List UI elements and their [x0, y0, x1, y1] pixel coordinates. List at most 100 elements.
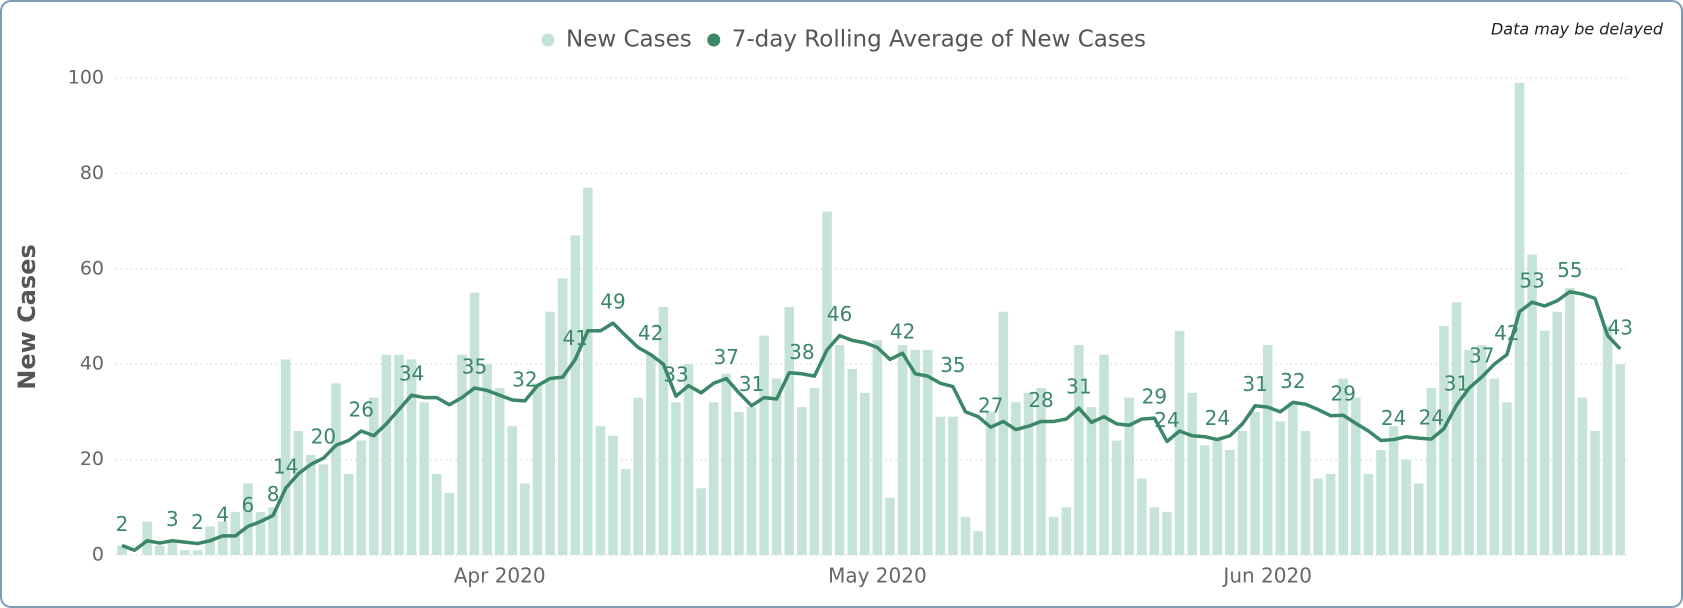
- bar: [797, 407, 807, 555]
- bar: [117, 545, 127, 555]
- bar: [809, 388, 820, 555]
- bar: [1250, 411, 1260, 555]
- bar: [1552, 311, 1563, 555]
- data-label: 41: [563, 326, 588, 350]
- bar: [343, 473, 354, 555]
- bar: [1074, 345, 1084, 555]
- bar: [1476, 345, 1487, 555]
- bar: [1162, 512, 1172, 555]
- y-tick-label: 100: [68, 67, 104, 89]
- y-tick-label: 80: [80, 162, 104, 184]
- x-tick-label: Jun 2020: [1221, 564, 1312, 588]
- bar: [217, 521, 228, 555]
- x-tick-label: Apr 2020: [454, 564, 546, 588]
- bar: [545, 311, 555, 555]
- bar: [1615, 364, 1625, 555]
- bar: [897, 345, 908, 555]
- bar: [645, 354, 656, 555]
- bar: [369, 397, 379, 555]
- data-label: 35: [940, 353, 965, 377]
- bar: [167, 540, 178, 555]
- bar: [847, 368, 857, 555]
- bar: [1023, 392, 1034, 555]
- bar: [633, 397, 643, 555]
- bar: [822, 211, 832, 555]
- data-label: 37: [1469, 344, 1494, 368]
- bar: [406, 359, 417, 555]
- bar: [1413, 483, 1424, 555]
- bar: [268, 507, 278, 555]
- bar: [532, 383, 543, 555]
- bar: [1388, 426, 1399, 555]
- data-label: 53: [1519, 269, 1544, 293]
- bar: [860, 392, 870, 555]
- bar: [230, 512, 241, 555]
- bar: [1351, 397, 1361, 555]
- bar: [872, 340, 883, 555]
- data-label: 24: [1205, 406, 1230, 430]
- data-label: 24: [1154, 408, 1179, 432]
- bar: [1212, 440, 1223, 555]
- bar: [1338, 378, 1349, 555]
- bar: [318, 464, 329, 555]
- data-label: 49: [600, 290, 625, 314]
- bar: [583, 187, 593, 555]
- bar: [1464, 349, 1474, 555]
- bar: [1539, 330, 1550, 555]
- y-tick-label: 60: [80, 257, 104, 279]
- data-label: 32: [512, 367, 537, 391]
- bar: [608, 435, 618, 555]
- bar: [784, 306, 795, 555]
- bar: [280, 359, 291, 555]
- bar: [771, 378, 782, 555]
- bar: [306, 454, 316, 555]
- bar: [394, 354, 404, 555]
- data-label: 55: [1557, 258, 1582, 282]
- bar: [1363, 473, 1374, 555]
- bar: [1275, 421, 1286, 555]
- bar: [520, 483, 530, 555]
- bar: [960, 516, 971, 555]
- data-label: 42: [638, 321, 663, 345]
- bar: [255, 512, 266, 555]
- bar: [142, 521, 152, 555]
- bar: [948, 416, 958, 555]
- bar: [985, 411, 996, 555]
- annotation: Data may be delayed: [1491, 20, 1664, 39]
- data-label: 35: [462, 355, 487, 379]
- bar: [180, 550, 190, 555]
- bar: [1565, 287, 1575, 555]
- data-label: 31: [1444, 372, 1469, 396]
- data-label: 27: [978, 394, 1003, 418]
- bar: [671, 402, 681, 555]
- data-label: 31: [1242, 372, 1267, 396]
- bar: [494, 388, 505, 555]
- bar: [910, 349, 920, 555]
- bar: [1401, 459, 1411, 555]
- data-label: 2: [116, 512, 129, 536]
- bar: [1187, 392, 1197, 555]
- bar: [192, 550, 203, 555]
- bar: [998, 311, 1009, 555]
- bar: [683, 364, 694, 555]
- data-label: 14: [273, 455, 298, 479]
- bar: [759, 335, 769, 555]
- bar: [1124, 397, 1134, 555]
- y-tick-label: 20: [80, 448, 104, 470]
- bar: [431, 473, 442, 555]
- data-label: 32: [1280, 369, 1305, 393]
- data-label: 26: [348, 397, 373, 421]
- bar: [595, 426, 606, 555]
- data-label: 24: [1381, 406, 1406, 430]
- bar: [419, 402, 429, 555]
- bar: [356, 440, 366, 555]
- data-label: 43: [1607, 315, 1632, 339]
- bar: [746, 407, 757, 555]
- y-axis-title: New Cases: [13, 244, 41, 390]
- bar: [1174, 330, 1185, 555]
- bar: [482, 364, 492, 555]
- bar: [331, 383, 341, 555]
- x-tick-label: May 2020: [828, 564, 927, 588]
